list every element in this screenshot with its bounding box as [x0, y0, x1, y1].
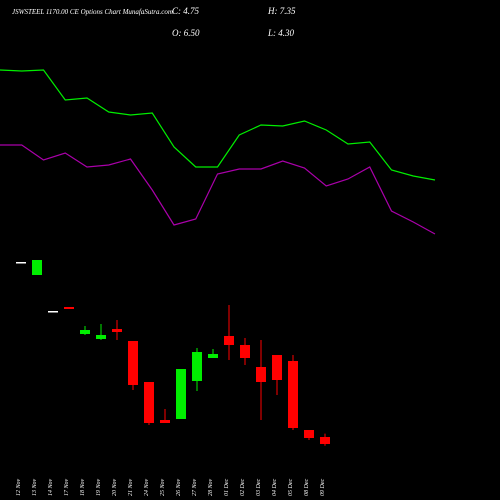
candle-body — [272, 355, 282, 380]
x-tick-label: 18 Nov — [80, 478, 86, 496]
x-tick-label: 03 Dec — [256, 479, 262, 496]
candle-body — [80, 330, 90, 334]
x-tick-label: 12 Nov — [16, 478, 22, 496]
candle-body — [256, 367, 266, 382]
x-tick-label: 14 Nov — [47, 478, 54, 496]
candle-body — [128, 341, 138, 385]
candle-body — [112, 329, 122, 332]
candle-body — [288, 361, 298, 428]
candle-body — [16, 262, 26, 264]
x-tick-label: 27 Nov — [192, 478, 198, 496]
line-series — [0, 69, 436, 181]
candle-body — [304, 430, 314, 438]
x-tick-label: 09 Dec — [320, 479, 326, 496]
x-tick-label: 02 Dec — [240, 479, 246, 496]
x-tick-label: 26 Nov — [176, 478, 182, 496]
candle-body — [320, 437, 330, 444]
x-tick-label: 24 Nov — [143, 478, 150, 496]
candle-body — [48, 311, 58, 313]
chart-title: JSWSTEEL 1170.00 CE Options Chart Munafa… — [12, 8, 173, 16]
x-tick-label: 28 Nov — [208, 478, 214, 496]
close-label: C: 4.75 — [172, 6, 200, 16]
candle-body — [144, 382, 154, 423]
x-tick-label: 08 Dec — [304, 479, 310, 496]
candle-body — [176, 369, 186, 419]
x-tick-label: 21 Nov — [128, 478, 134, 496]
x-tick-label: 20 Nov — [112, 478, 118, 496]
x-tick-label: 05 Dec — [288, 479, 294, 496]
candle-body — [64, 307, 74, 309]
candle-body — [160, 420, 170, 423]
x-tick-label: 13 Nov — [32, 478, 38, 496]
candle-body — [208, 354, 218, 358]
open-label: O: 6.50 — [172, 28, 200, 38]
high-label: H: 7.35 — [267, 6, 296, 16]
candle-body — [224, 336, 234, 345]
candle-body — [240, 345, 250, 358]
x-tick-label: 17 Nov — [64, 478, 70, 496]
candle-body — [32, 260, 42, 275]
x-tick-label: 01 Dec — [224, 479, 230, 496]
x-tick-label: 25 Nov — [160, 478, 166, 496]
x-tick-label: 19 Nov — [96, 478, 102, 496]
low-label: L: 4.30 — [267, 28, 295, 38]
line-series — [0, 144, 436, 235]
candle-body — [96, 335, 106, 339]
x-tick-label: 04 Dec — [271, 479, 278, 496]
candle-body — [192, 352, 202, 381]
